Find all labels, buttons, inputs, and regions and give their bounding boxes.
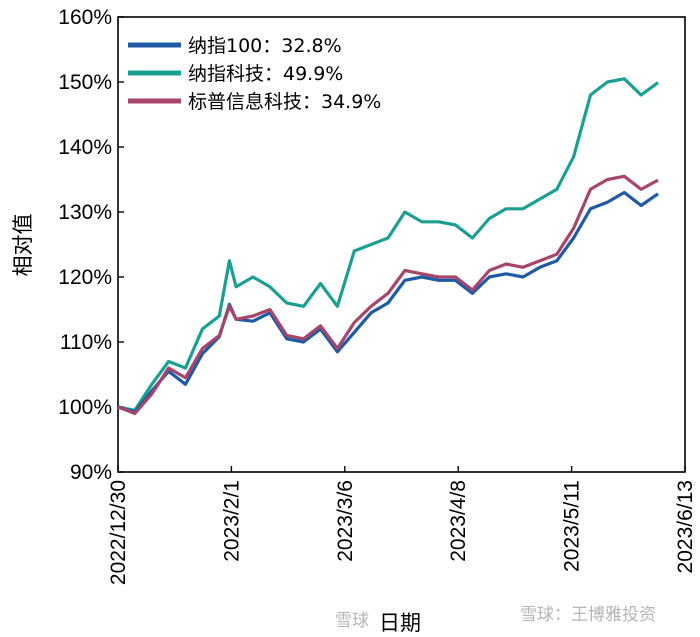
x-tick-label: 2023/2/1 xyxy=(220,480,243,562)
watermark-right: 雪球：王博雅投资 xyxy=(520,605,656,625)
x-tick-label: 2023/5/11 xyxy=(561,480,584,572)
y-tick-label: 140% xyxy=(58,136,112,159)
y-axis-ticks: 90% 100% 110% 120% 130% 140% 150% 160% xyxy=(58,6,124,484)
x-tick-label: 2023/3/6 xyxy=(334,480,357,562)
x-tick-label: 2022/12/30 xyxy=(107,480,130,585)
y-tick-label: 120% xyxy=(58,266,112,289)
x-tick-label: 2023/6/13 xyxy=(674,480,697,573)
series-lines xyxy=(117,77,659,416)
legend-label-sp-infotech: 标普信息科技：34.9% xyxy=(188,91,381,113)
x-axis-label: 日期 xyxy=(379,611,421,635)
y-tick-label: 90% xyxy=(70,461,112,484)
legend: 纳指100：32.8% 纳指科技：49.9% 标普信息科技：34.9% xyxy=(128,35,381,113)
y-tick-label: 130% xyxy=(58,201,112,224)
y-axis-label: 相对值 xyxy=(11,214,35,277)
y-tick-label: 150% xyxy=(58,71,112,94)
legend-label-nasdaq100: 纳指100：32.8% xyxy=(188,35,342,57)
y-tick-label: 110% xyxy=(60,331,112,354)
legend-label-nasdaq-tech: 纳指科技：49.9% xyxy=(188,63,343,85)
series-line-nasdaq100 xyxy=(117,190,659,414)
series-line-sp-infotech xyxy=(117,174,659,416)
y-tick-label: 160% xyxy=(58,6,112,29)
x-tick-label: 2023/4/8 xyxy=(447,480,470,562)
watermark-left: 雪球 xyxy=(335,611,369,631)
series-line-nasdaq-tech xyxy=(117,77,659,412)
y-tick-label: 100% xyxy=(58,396,112,419)
plot-frame xyxy=(117,16,686,473)
x-axis-ticks: 2022/12/30 2023/2/1 2023/3/6 2023/4/8 2023/5… xyxy=(107,466,697,585)
